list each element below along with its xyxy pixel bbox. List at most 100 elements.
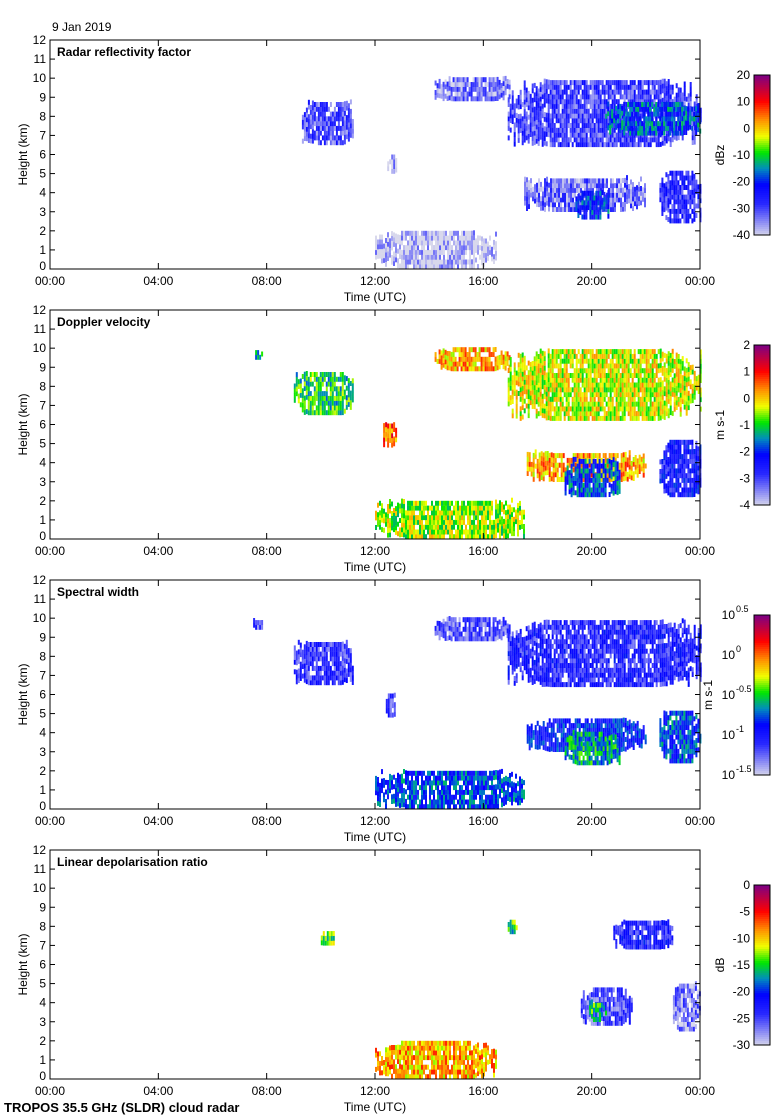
data-cell <box>685 120 688 126</box>
data-cell <box>665 387 668 393</box>
data-cell <box>649 106 652 112</box>
data-cell <box>409 245 411 251</box>
data-cell <box>562 462 565 468</box>
data-cell <box>605 89 608 95</box>
data-cell <box>325 400 328 406</box>
data-cell <box>543 102 546 108</box>
data-cell <box>653 401 656 407</box>
data-cell <box>582 482 585 488</box>
data-cell <box>429 254 431 260</box>
data-cell <box>323 102 326 107</box>
data-cell <box>333 400 336 406</box>
data-cell <box>573 123 576 128</box>
data-cell <box>645 396 648 402</box>
data-cell <box>576 473 579 479</box>
data-cell <box>450 91 453 97</box>
data-cell <box>553 406 556 412</box>
data-cell <box>486 347 489 353</box>
data-cell <box>341 121 344 127</box>
data-cell <box>541 408 544 414</box>
data-cell <box>609 363 612 369</box>
data-cell <box>509 371 512 377</box>
data-cell <box>577 349 580 355</box>
data-cell <box>645 349 648 355</box>
data-cell <box>567 137 570 143</box>
data-cell <box>327 121 330 127</box>
data-cell <box>607 213 610 219</box>
data-cell <box>395 252 397 258</box>
data-cell <box>454 82 457 87</box>
data-cell <box>535 394 538 400</box>
data-cell <box>488 361 491 367</box>
data-cell <box>651 84 654 90</box>
data-cell <box>562 178 564 184</box>
data-cell <box>449 264 451 270</box>
data-cell <box>543 135 546 141</box>
data-cell <box>597 103 600 109</box>
data-cell <box>321 400 324 406</box>
data-cell <box>659 192 662 198</box>
data-cell <box>576 487 579 493</box>
data-cell <box>415 249 417 255</box>
data-cell <box>635 125 638 131</box>
data-cell <box>593 103 596 109</box>
data-cell <box>638 186 640 192</box>
data-cell <box>323 111 326 117</box>
data-cell <box>405 254 407 260</box>
data-cell <box>565 118 568 124</box>
data-cell <box>490 91 493 97</box>
data-cell <box>496 355 499 361</box>
data-cell <box>665 200 668 206</box>
data-cell <box>261 351 264 357</box>
data-cell <box>537 392 540 398</box>
data-cell <box>488 356 491 362</box>
data-cell <box>523 360 526 366</box>
data-cell <box>621 358 624 364</box>
data-cell <box>323 395 326 401</box>
data-cell <box>597 127 600 133</box>
data-cell <box>541 108 544 114</box>
data-cell <box>629 396 632 402</box>
data-cell <box>599 382 602 388</box>
data-cell <box>529 93 532 99</box>
data-cell <box>597 373 600 378</box>
data-cell <box>575 396 578 402</box>
data-cell <box>537 93 540 99</box>
data-cell <box>519 387 522 393</box>
data-cell <box>663 202 666 208</box>
data-cell <box>331 140 334 146</box>
data-cell <box>679 397 682 403</box>
data-cell <box>655 137 658 143</box>
data-cell <box>573 396 576 402</box>
data-cell <box>677 477 680 483</box>
data-cell <box>553 80 556 86</box>
data-cell <box>515 112 518 118</box>
data-cell <box>532 462 535 468</box>
data-cell <box>440 350 443 356</box>
data-cell <box>506 356 509 362</box>
data-cell <box>570 457 573 463</box>
data-cell <box>649 392 652 398</box>
data-cell <box>574 471 577 477</box>
data-cell <box>605 204 608 209</box>
data-cell <box>580 487 583 493</box>
data-cell <box>615 373 618 378</box>
data-cell <box>325 116 328 122</box>
data-cell <box>647 102 650 107</box>
data-cell <box>549 137 552 143</box>
data-cell <box>325 386 328 392</box>
data-cell <box>642 187 644 193</box>
data-cell <box>697 189 700 195</box>
data-cell <box>639 406 642 412</box>
data-cell <box>595 373 598 378</box>
data-cell <box>623 411 626 417</box>
data-cell <box>470 366 473 372</box>
data-cell <box>689 119 692 125</box>
data-cell <box>588 477 591 483</box>
data-cell <box>523 94 526 100</box>
data-cell <box>454 91 457 97</box>
data-cell <box>517 367 520 373</box>
data-cell <box>699 368 702 374</box>
data-cell <box>605 349 608 355</box>
data-cell <box>465 264 467 270</box>
